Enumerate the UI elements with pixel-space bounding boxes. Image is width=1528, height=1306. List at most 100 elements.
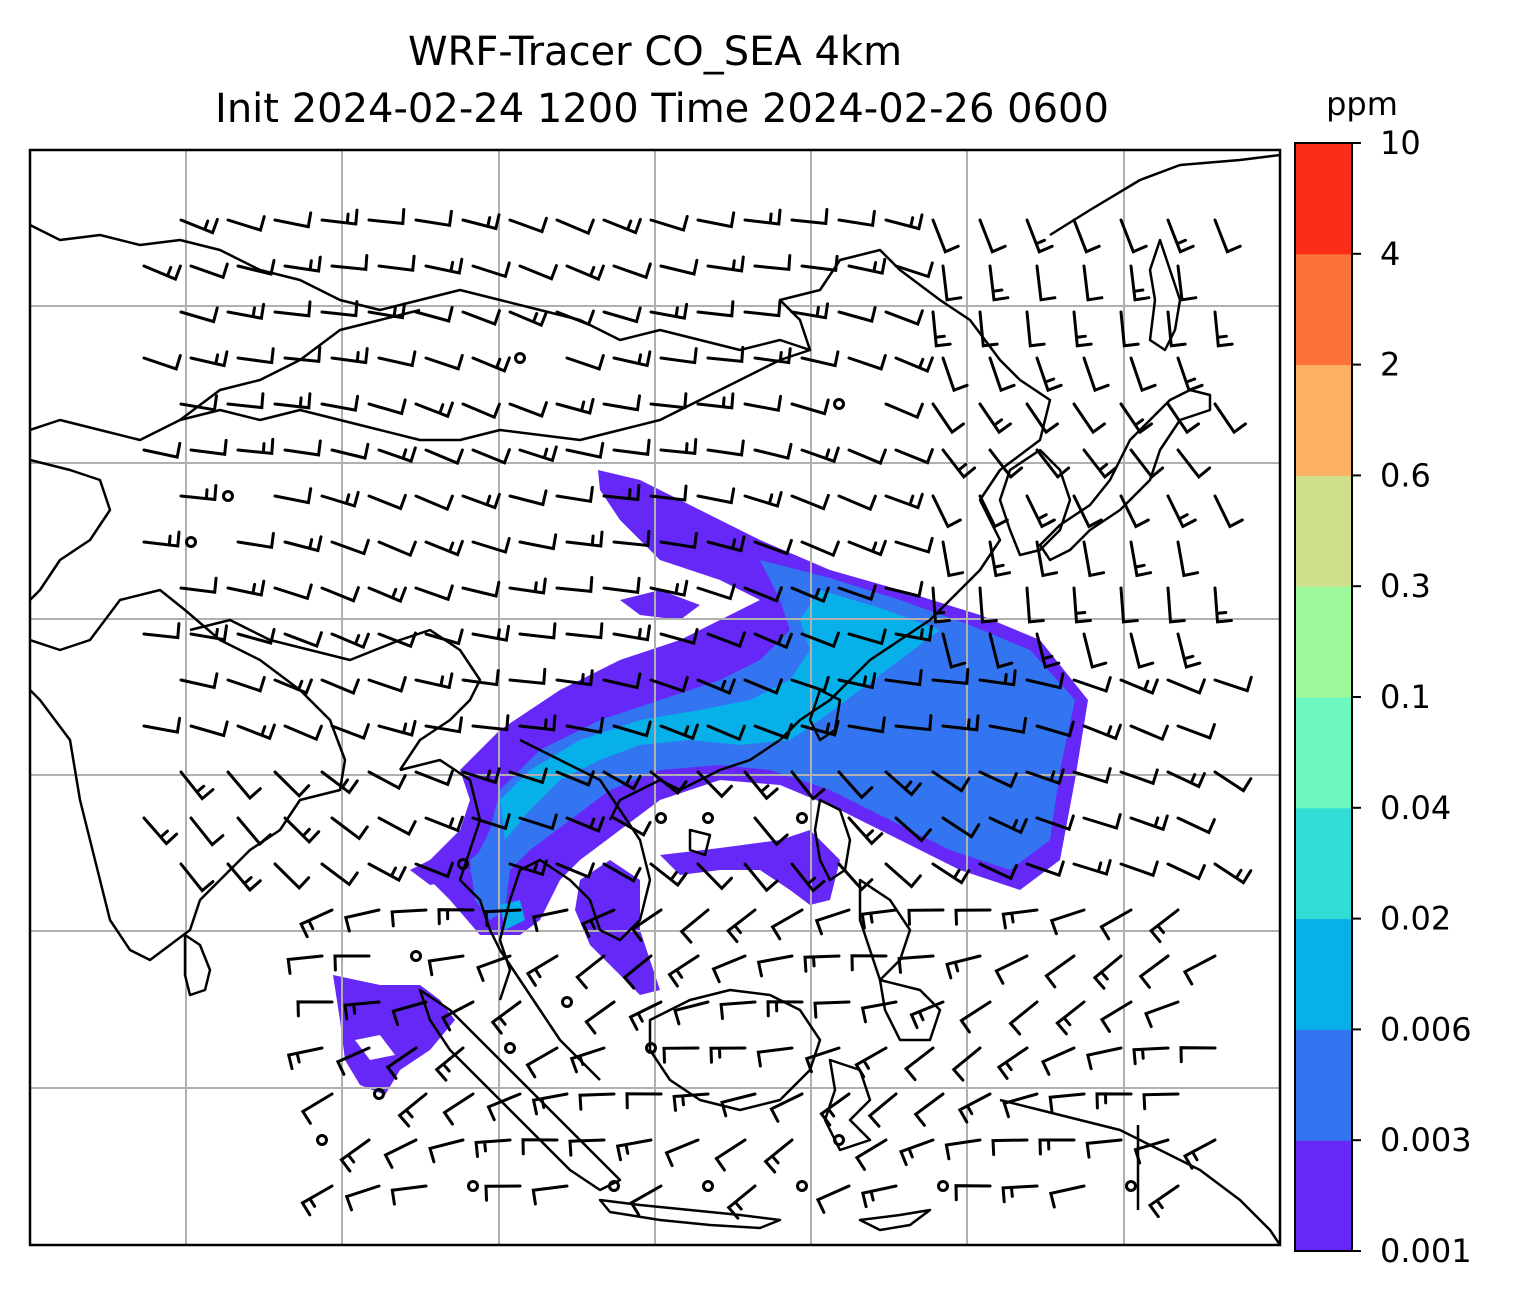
wind-barb <box>568 1138 606 1157</box>
coastline-philippines-south <box>858 878 912 982</box>
wind-barb <box>1176 356 1204 393</box>
wind-barb <box>854 1046 888 1079</box>
wind-barb <box>434 1046 465 1082</box>
wind-barb <box>649 579 689 597</box>
wind-barb <box>803 954 841 973</box>
wind-barb <box>273 487 313 505</box>
wind-barb <box>706 439 745 457</box>
wind-barb <box>1213 586 1233 624</box>
wind-barb <box>612 624 651 642</box>
plume-gulf-thailand <box>575 860 660 995</box>
colorbar-tick-label: 0.1 <box>1380 678 1431 716</box>
wind-barb <box>988 716 1028 734</box>
wind-barb <box>518 533 558 551</box>
title-line-2: Init 2024-02-24 1200 Time 2024-02-26 060… <box>215 86 1109 132</box>
wind-barb <box>763 1138 794 1174</box>
wind-barb <box>894 536 934 554</box>
wind-barb <box>850 954 888 972</box>
wind-barb <box>437 908 475 926</box>
colorbar-tick-label: 0.001 <box>1380 1232 1472 1270</box>
calm-wind-circle <box>467 1180 479 1192</box>
wind-barb <box>894 448 934 465</box>
wind-barb <box>518 714 557 732</box>
wind-barb <box>743 491 783 508</box>
wind-barb <box>756 1046 794 1068</box>
wind-barb <box>1025 768 1065 786</box>
wind-barb <box>1072 767 1112 784</box>
wind-barb <box>1085 1046 1123 1071</box>
wind-barb <box>1129 632 1155 669</box>
wind-barb <box>476 954 512 982</box>
wind-barb <box>931 402 965 435</box>
coastline-java <box>598 1198 782 1230</box>
calm-wind-circle <box>796 812 808 824</box>
wind-barb <box>1055 1000 1086 1036</box>
wind-barb <box>847 816 884 846</box>
calm-wind-circle <box>561 996 573 1008</box>
plume-central-china <box>620 590 700 620</box>
wind-barb <box>988 448 1024 480</box>
calm-wind-circle <box>373 1088 385 1100</box>
wind-barb <box>615 1138 653 1162</box>
wind-barb <box>565 716 605 734</box>
wind-barb <box>753 538 793 556</box>
wind-barb <box>837 494 877 512</box>
wind-barb <box>189 720 229 738</box>
wind-barb <box>978 669 1017 687</box>
wind-barb <box>427 954 465 977</box>
wind-barb <box>1119 310 1140 348</box>
wind-barb <box>847 716 886 734</box>
wind-barb <box>508 310 548 328</box>
wind-barb <box>884 492 924 510</box>
colorbar-segment <box>1295 364 1352 476</box>
wind-barb <box>954 908 992 926</box>
wind-barb <box>743 678 783 695</box>
wind-barb <box>569 1046 606 1074</box>
wind-barb <box>555 669 594 687</box>
border-mongolia <box>30 223 1021 381</box>
wind-barb <box>367 493 407 511</box>
wind-barb <box>959 1000 992 1034</box>
wind-barb <box>414 494 454 512</box>
wind-barb <box>996 1046 1029 1080</box>
calm-wind-circle <box>796 1180 808 1192</box>
wind-barb <box>884 770 922 797</box>
wind-barb <box>612 816 652 837</box>
wind-barb <box>726 1184 757 1220</box>
wind-barb <box>565 264 605 282</box>
wind-barb <box>931 586 951 624</box>
coastline-sri-lanka <box>183 933 212 997</box>
wind-barb <box>383 1138 418 1169</box>
wind-barb <box>649 484 688 502</box>
wind-barb <box>1044 954 1076 989</box>
wind-barb <box>884 862 922 889</box>
wind-barb <box>884 213 924 231</box>
wind-barb <box>508 767 548 785</box>
wind-barb <box>804 1046 841 1074</box>
wind-barb <box>894 816 932 843</box>
wind-barbs <box>142 208 1253 1220</box>
calm-wind-circle <box>316 1134 328 1146</box>
wind-barb <box>461 492 501 510</box>
wind-barb <box>320 862 359 887</box>
wind-barb <box>1072 586 1092 624</box>
wind-barb <box>1072 310 1093 348</box>
wind-barb <box>1048 1092 1086 1113</box>
wind-barb <box>612 720 652 738</box>
colorbar-tick-label: 0.02 <box>1380 900 1451 938</box>
plume-south-china-sea <box>660 830 840 905</box>
wind-barb <box>931 862 971 885</box>
wind-barb <box>790 208 829 226</box>
wind-barb <box>236 531 275 550</box>
wind-barb <box>1082 356 1110 393</box>
wind-barb <box>1025 402 1059 435</box>
wind-barb <box>629 1184 663 1217</box>
wind-barb <box>1213 675 1253 693</box>
wind-barb <box>941 540 965 578</box>
wind-barb <box>1025 310 1046 348</box>
wind-barb <box>283 631 323 648</box>
wind-barb <box>1048 1184 1086 1209</box>
wind-barb <box>283 439 322 457</box>
wind-barb <box>236 816 272 847</box>
wind-barb <box>142 264 182 282</box>
